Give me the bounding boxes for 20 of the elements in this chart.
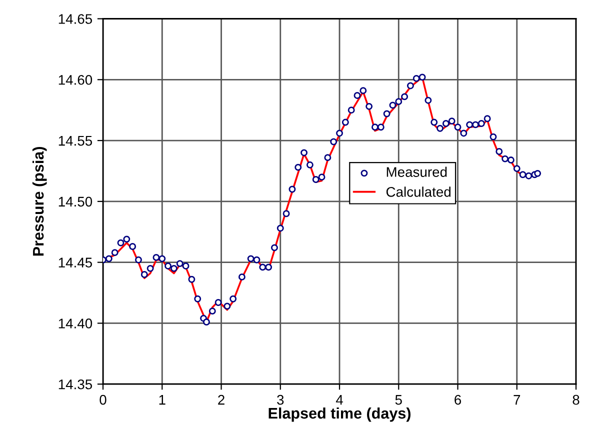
x-tick-label: 7 [514,395,520,405]
x-axis-title: Elapsed time (days) [268,407,411,422]
x-tick-label: 6 [454,394,462,405]
y-tick-label: 14.55 [58,136,92,146]
x-tick-label: 3 [277,394,284,405]
y-tick-label: 14.60 [58,74,92,85]
y-tick-label: 14.65 [58,14,92,24]
x-tick-label: 1 [159,395,166,405]
x-tick-label: 4 [336,395,343,405]
x-tick-label: 2 [218,394,224,405]
x-tick-label: 0 [100,394,106,405]
legend-label: Calculated [386,186,450,197]
y-tick-label: 14.40 [58,318,92,328]
y-axis-title: Pressure (psia) [32,146,47,256]
x-tick-label: 8 [572,394,580,405]
x-tick-label: 5 [395,395,402,405]
legend-label: Measured [386,166,447,177]
y-tick-label: 14.45 [58,258,92,268]
y-tick-label: 14.50 [58,196,92,207]
y-tick-label: 14.35 [58,379,92,390]
